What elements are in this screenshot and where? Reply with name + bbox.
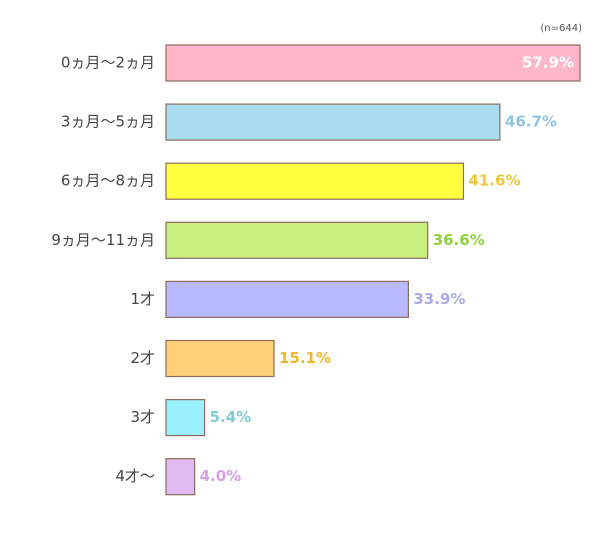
bar bbox=[165, 339, 275, 378]
value-label: 36.6% bbox=[433, 231, 485, 249]
category-label: 9ヵ月〜11ヵ月 bbox=[51, 231, 155, 249]
category-label: 4才〜 bbox=[115, 467, 155, 485]
category-label: 2才 bbox=[130, 349, 155, 367]
value-label: 5.4% bbox=[210, 408, 252, 426]
bar bbox=[165, 458, 196, 496]
value-label: 4.0% bbox=[200, 467, 242, 485]
value-label: 46.7% bbox=[505, 113, 557, 131]
category-label: 0ヵ月〜2ヵ月 bbox=[61, 54, 155, 72]
value-label: 41.6% bbox=[468, 172, 520, 190]
category-label: 3才 bbox=[130, 408, 155, 426]
sample-size-note: (n=644) bbox=[540, 23, 582, 34]
bar bbox=[165, 44, 581, 82]
value-label: 57.9% bbox=[522, 54, 574, 72]
category-label: 1才 bbox=[130, 290, 155, 308]
bar bbox=[165, 399, 206, 437]
category-label: 3ヵ月〜5ヵ月 bbox=[61, 113, 155, 131]
bar bbox=[165, 280, 409, 318]
bar bbox=[165, 221, 429, 259]
bar bbox=[165, 162, 465, 200]
bar bbox=[165, 103, 501, 141]
value-label: 15.1% bbox=[279, 349, 331, 367]
value-label: 33.9% bbox=[413, 290, 465, 308]
category-label: 6ヵ月〜8ヵ月 bbox=[61, 172, 155, 190]
